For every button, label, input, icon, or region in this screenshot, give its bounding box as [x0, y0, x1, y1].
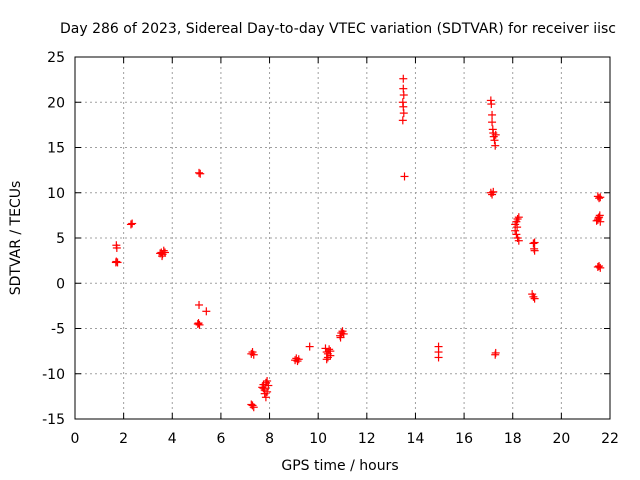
data-point [247, 400, 256, 409]
data-point [487, 100, 496, 109]
x-tick-label: 2 [119, 431, 128, 447]
data-point [511, 226, 520, 235]
data-point [112, 243, 121, 252]
data-point [514, 213, 523, 222]
x-axis-label: GPS time / hours [281, 458, 398, 474]
data-point [434, 353, 443, 362]
data-point [491, 130, 500, 139]
axis-ticks: 0 2 4 6 8 10 12 14 16 18 20 22 -15 -10 -5 0 5 10 15 20 25 [42, 50, 619, 447]
data-point [321, 344, 330, 353]
data-point [513, 223, 522, 232]
data-point [491, 141, 500, 150]
y-axis-label: SDTVAR / TECUs [8, 181, 24, 296]
data-point [529, 239, 538, 248]
data-point [336, 333, 345, 342]
data-point [322, 355, 331, 364]
data-point [530, 246, 539, 255]
data-point [126, 220, 135, 229]
x-tick-label: 20 [552, 431, 570, 447]
data-points [111, 74, 605, 412]
x-tick-label: 16 [455, 431, 473, 447]
data-point [158, 252, 167, 261]
data-point [489, 187, 498, 196]
y-tick-label: -15 [42, 412, 65, 428]
data-point [596, 193, 605, 202]
x-tick-label: 8 [265, 431, 274, 447]
data-point [259, 384, 268, 393]
x-tick-label: 4 [168, 431, 177, 447]
data-point [193, 319, 202, 328]
data-point [263, 387, 272, 396]
data-point [596, 263, 605, 272]
data-point [247, 349, 256, 358]
data-point [514, 236, 523, 245]
data-point [263, 376, 272, 385]
chart-title: Day 286 of 2023, Sidereal Day-to-day VTE… [60, 21, 616, 37]
data-point [111, 258, 120, 267]
x-tick-label: 22 [601, 431, 619, 447]
data-point [196, 169, 205, 178]
x-tick-label: 6 [216, 431, 225, 447]
x-tick-label: 0 [71, 431, 80, 447]
data-point [490, 136, 499, 145]
data-point [530, 294, 539, 303]
data-point [399, 74, 408, 83]
data-point [513, 214, 522, 223]
data-point [595, 262, 604, 271]
data-point [323, 353, 332, 362]
data-point [399, 91, 408, 100]
data-point [195, 168, 204, 177]
data-point [264, 381, 273, 390]
data-point [491, 350, 500, 359]
x-tick-label: 18 [504, 431, 522, 447]
data-point [398, 116, 407, 125]
data-point [294, 355, 303, 364]
data-point [195, 320, 204, 329]
y-tick-label: 25 [47, 50, 65, 66]
data-point [594, 214, 603, 223]
data-point [195, 300, 204, 309]
data-point [194, 319, 203, 328]
y-tick-label: 10 [47, 186, 65, 202]
data-point [305, 342, 314, 351]
data-point [489, 132, 498, 141]
data-point [248, 401, 257, 410]
y-tick-label: 15 [47, 141, 65, 157]
data-point [326, 347, 335, 356]
y-tick-label: -5 [51, 322, 65, 338]
data-point [293, 357, 302, 366]
data-point [202, 307, 211, 316]
y-tick-label: -10 [42, 367, 65, 383]
data-point [595, 194, 604, 203]
data-point [488, 110, 497, 119]
grid-lines [75, 57, 610, 419]
data-point [488, 118, 497, 127]
data-point [325, 345, 334, 354]
x-tick-label: 12 [358, 431, 376, 447]
data-point [529, 292, 538, 301]
x-tick-label: 14 [407, 431, 425, 447]
data-point [400, 172, 409, 181]
data-point [128, 219, 137, 228]
data-point [399, 109, 408, 118]
y-tick-label: 0 [56, 276, 65, 292]
y-tick-label: 20 [47, 95, 65, 111]
data-point [261, 393, 270, 402]
data-point [512, 230, 521, 239]
y-tick-label: 5 [56, 231, 65, 247]
x-tick-label: 10 [309, 431, 327, 447]
